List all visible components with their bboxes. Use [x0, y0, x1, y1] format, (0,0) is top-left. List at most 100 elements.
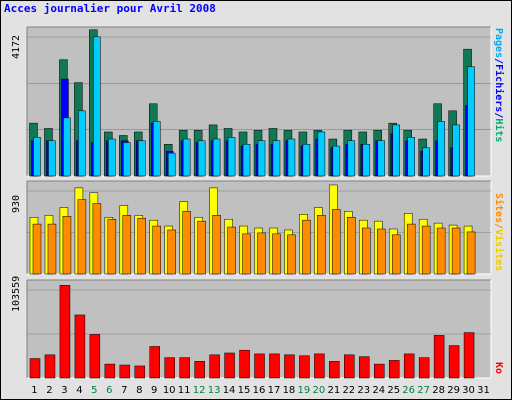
day-label: 20	[313, 385, 326, 396]
sites-bar-28	[436, 227, 446, 275]
day-label: 7	[121, 385, 127, 396]
y-max-label: 930	[11, 195, 22, 213]
kb-bar-2	[44, 354, 56, 379]
legend-part: Sites	[493, 193, 505, 223]
sites-bar-23	[362, 227, 371, 275]
day-label: 30	[462, 385, 475, 396]
day-label: 23	[357, 385, 370, 396]
legend-part: Visites	[493, 229, 505, 271]
pages-bar-3	[63, 117, 71, 177]
y-max-label: 4172	[11, 35, 22, 59]
kb-bar-25	[388, 360, 400, 379]
pages-bar-5	[93, 36, 101, 177]
day-label: 15	[238, 385, 251, 396]
pages-bar-23	[362, 144, 371, 177]
sites-bar-6	[107, 218, 117, 275]
day-label: 29	[447, 385, 460, 396]
day-label: 21	[327, 385, 340, 396]
legend-kb: Ko	[493, 362, 504, 374]
sites-bar-2	[47, 223, 57, 275]
kb-bar-27	[418, 357, 430, 379]
pages-bar-6	[108, 138, 116, 177]
sites-bar-30	[466, 231, 476, 275]
day-label: 24	[372, 385, 385, 396]
legend-part: Fichiers	[493, 64, 505, 112]
kb-bar-3	[59, 285, 71, 379]
day-label: 4	[76, 385, 82, 396]
sites-bar-10	[167, 229, 176, 275]
sites-bar-25	[391, 234, 401, 275]
chart-title: Acces journalier pour Avril 2008	[4, 2, 216, 15]
kb-bar-28	[433, 335, 445, 379]
kb-bar-29	[448, 345, 460, 379]
day-label: 12	[193, 385, 206, 396]
day-label: 1	[31, 385, 37, 396]
kb-bar-9	[149, 346, 160, 379]
day-label: 5	[91, 385, 97, 396]
pages-bar-16	[257, 140, 266, 177]
kb-bar-22	[344, 354, 355, 379]
kb-bar-26	[403, 353, 415, 379]
kb-bar-30	[463, 332, 475, 379]
sites-bar-21	[332, 209, 341, 275]
pages-bar-4	[78, 110, 86, 177]
kb-bar-23	[359, 356, 370, 379]
kb-bar-6	[104, 363, 116, 379]
kb-bar-11	[179, 357, 190, 379]
kb-bar-7	[119, 364, 131, 379]
pages-bar-22	[347, 140, 356, 177]
pages-bar-28	[437, 121, 445, 177]
day-label: 10	[163, 385, 176, 396]
sites-bar-17	[272, 233, 281, 275]
kb-bar-18	[284, 354, 295, 379]
pages-bar-18	[287, 138, 296, 177]
pages-bar-29	[452, 124, 460, 177]
kb-bar-12	[194, 361, 205, 379]
sites-bar-4	[77, 199, 87, 275]
day-label: 6	[106, 385, 112, 396]
legend-part: /	[493, 112, 504, 118]
kb-bar-10	[164, 357, 175, 379]
kb-bar-1	[29, 358, 41, 379]
day-label: 3	[61, 385, 67, 396]
pages-bar-7	[123, 142, 131, 177]
pages-bar-9	[152, 121, 161, 177]
pages-bar-12	[197, 140, 206, 177]
kb-bar-19	[299, 355, 310, 379]
legend-pages-files-hits: Pages/Fichiers/Hits	[493, 28, 505, 142]
day-label: 16	[253, 385, 266, 396]
legend-part: /	[493, 223, 504, 229]
kb-bar-20	[314, 353, 325, 379]
day-label: 11	[178, 385, 191, 396]
pages-bar-25	[392, 124, 400, 177]
sites-bar-15	[242, 233, 251, 275]
kb-bar-5	[89, 334, 101, 379]
kb-bar-15	[239, 349, 250, 379]
pages-bar-21	[332, 145, 341, 177]
day-label: 19	[298, 385, 311, 396]
pages-bar-15	[242, 144, 251, 177]
sites-bar-14	[227, 226, 236, 275]
sites-bar-20	[317, 215, 326, 275]
day-label: 22	[342, 385, 355, 396]
legend-part: Pages	[493, 28, 504, 58]
sites-bar-1	[32, 223, 42, 275]
sites-bar-13	[212, 215, 221, 275]
kb-bar-17	[269, 353, 280, 379]
day-label: 31	[477, 385, 490, 396]
sites-bar-19	[302, 219, 311, 275]
kb-bar-21	[329, 361, 340, 379]
kb-bar-4	[74, 314, 86, 379]
kb-bar-24	[374, 363, 385, 379]
kb-bar-8	[134, 365, 146, 379]
day-label: 9	[151, 385, 157, 396]
sites-bar-8	[137, 217, 147, 275]
day-label: 13	[208, 385, 221, 396]
y-max-label: 103559	[11, 276, 22, 312]
pages-bar-1	[33, 136, 41, 177]
legend-part: Hits	[493, 118, 505, 142]
pages-bar-30	[467, 66, 475, 177]
sites-bar-29	[451, 227, 461, 275]
day-label: 28	[432, 385, 445, 396]
